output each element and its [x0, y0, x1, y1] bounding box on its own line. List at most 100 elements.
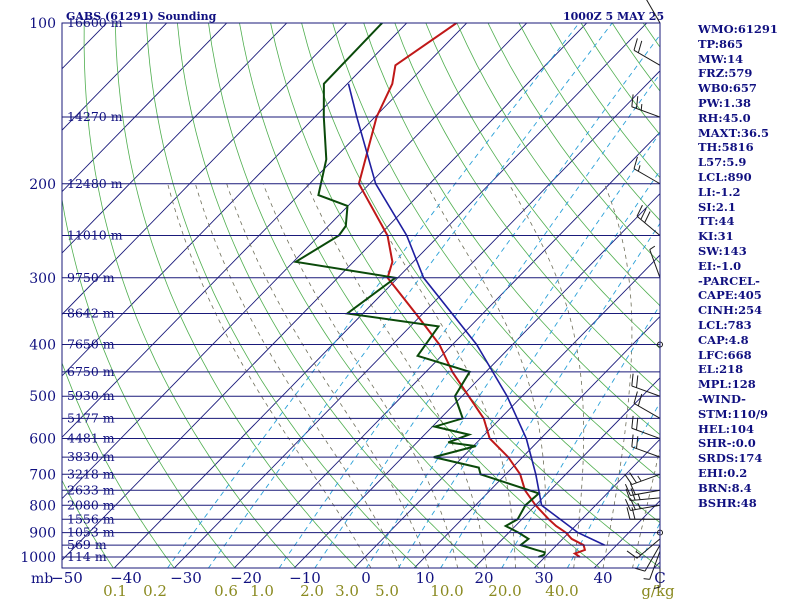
wind-barb-feather [644, 211, 651, 223]
height-label: 9750 m [67, 270, 115, 285]
index-item: LCL:783 [698, 317, 752, 332]
wind-barb-feather [640, 208, 647, 220]
temperature-tick-label: 30 [534, 569, 553, 587]
pressure-label: 300 [29, 271, 56, 287]
dry-adiabat-line [177, 23, 479, 568]
mixing-ratio-tick-label: 5.0 [375, 582, 399, 600]
wind-barb-staff [649, 249, 661, 278]
index-item: BRN:8.4 [698, 480, 752, 495]
mixing-ratio-tick-label: 0.2 [143, 582, 167, 600]
temperature-tick-label: −20 [230, 569, 262, 587]
pressure-label: 1000 [20, 550, 56, 566]
temperature-tick-label: −30 [170, 569, 202, 587]
mixing-ratio-line [440, 222, 660, 568]
mixing-ratio-tick-label: 40.0 [545, 582, 578, 600]
dry-adiabat-line [425, 23, 660, 349]
wind-barb-staff [646, 0, 661, 24]
wind-barb-feather [636, 375, 639, 388]
moist-adiabat-line [194, 183, 401, 568]
moist-adiabat-line [262, 183, 459, 568]
wind-barb-feather [633, 38, 638, 51]
wind-barb-feather [631, 373, 634, 387]
wind-barb [649, 245, 661, 278]
isotherm-line [0, 11, 58, 568]
isotherm-line [62, 23, 528, 500]
wind-barb [631, 94, 661, 118]
temperature-tick-label: −40 [110, 569, 142, 587]
index-item: EI:-1.0 [698, 258, 742, 273]
dry-adiabat-line [487, 23, 660, 264]
wind-barb [626, 507, 660, 520]
pressure-label: 800 [29, 498, 56, 514]
index-item: -WIND- [698, 391, 746, 406]
wind-barb-half-feather [635, 550, 642, 556]
index-item: WB0:657 [698, 81, 757, 96]
index-item: EL:218 [698, 362, 744, 377]
height-label: 1053 m [67, 525, 115, 540]
dewpoint-line [292, 23, 546, 558]
dry-adiabat-line [456, 23, 660, 307]
wind-barb-half-feather [637, 502, 641, 509]
temperature-tick-label: 20 [474, 569, 493, 587]
wind-barb [624, 472, 661, 486]
wind-barb [624, 483, 661, 496]
wind-barb-feather [629, 472, 637, 484]
height-label: 3218 m [67, 466, 115, 481]
wind-barb-half-feather [649, 245, 656, 251]
wind-barb [633, 391, 661, 419]
mixing-ratio-line [365, 131, 660, 568]
index-item: TP:865 [698, 36, 744, 51]
height-label: 114 m [67, 549, 107, 564]
dry-adiabat-line [270, 23, 660, 568]
dry-adiabat-line [239, 23, 601, 568]
dry-adiabat-line [145, 23, 419, 568]
mixing-ratio-tick-label: 20.0 [488, 582, 521, 600]
isotherm-line [533, 438, 660, 568]
moist-adiabat-line [632, 446, 660, 568]
wind-barb-staff [636, 215, 661, 236]
wind-barb [631, 415, 661, 440]
height-label: 12480 m [67, 176, 123, 191]
moist-adiabat-line [306, 183, 487, 568]
index-item: MW:14 [698, 51, 744, 66]
pressure-label: 600 [29, 432, 56, 448]
dry-adiabat-line [301, 23, 660, 524]
mixing-ratio-tick-label: 10.0 [430, 582, 463, 600]
height-label: 2080 m [67, 497, 115, 512]
index-item: L57:5.9 [698, 155, 747, 170]
wind-barb-feather [631, 434, 634, 447]
moist-adiabat-line [425, 183, 547, 568]
wind-barb-feather [626, 550, 638, 559]
isotherm-line [62, 23, 468, 438]
index-item: SHR-:0.0 [698, 436, 756, 451]
dry-adiabat-line [83, 23, 297, 568]
wind-barb [626, 538, 661, 559]
index-item: HEL:104 [698, 421, 754, 436]
index-item: KI:31 [698, 229, 734, 244]
wind-barb-half-feather [637, 165, 641, 172]
wind-barb-feather [626, 507, 631, 520]
moist-adiabat-line [602, 183, 633, 568]
pressure-label: 200 [29, 177, 56, 193]
pressure-label: 700 [29, 467, 56, 483]
wind-barb [646, 0, 661, 24]
dry-adiabat-line [62, 361, 175, 568]
moist-adiabat-line [167, 183, 372, 568]
pressure-label: 400 [29, 338, 56, 354]
wind-barb-feather [631, 507, 636, 520]
wind-barb-feather [630, 488, 636, 501]
height-label: 5177 m [67, 410, 115, 425]
mixing-ratio-tick-label: 3.0 [335, 582, 359, 600]
wind-barb-feather [636, 204, 643, 217]
wind-barb-feather [631, 415, 634, 429]
wind-barb-half-feather [640, 103, 643, 111]
dry-adiabat-line [114, 23, 358, 568]
index-item: RH:45.0 [698, 110, 751, 125]
wind-barb [631, 434, 661, 458]
pressure-label: 900 [29, 526, 56, 542]
isotherm-line [173, 70, 660, 568]
sounding-indices-panel: WMO:61291 TP:865 MW:14 FRZ:579 WB0:657 PW:1.3… [698, 22, 778, 510]
wind-barb-feather [633, 156, 638, 169]
wind-barb-feather [625, 488, 631, 501]
